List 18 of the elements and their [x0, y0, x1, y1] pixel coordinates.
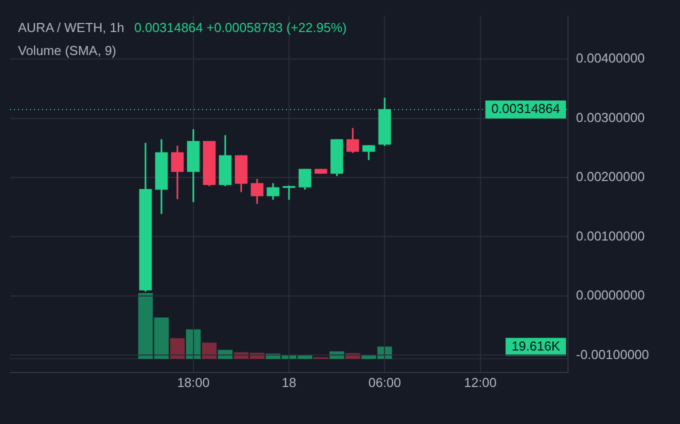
x-tick-label: 18	[282, 374, 296, 390]
candlestick	[282, 185, 296, 200]
y-tick-label: -0.00100000	[576, 346, 650, 362]
x-tick-label: 06:00	[368, 374, 401, 390]
y-tick-label: 0.00200000	[576, 169, 645, 184]
bar	[202, 342, 217, 359]
chart-title: Volume (SMA, 9)	[18, 43, 116, 58]
y-tick-label: 0.00100000	[576, 228, 645, 244]
ref-line-label: 0.00314864	[491, 101, 560, 116]
x-tick-label: 12:00	[464, 374, 497, 390]
y-tick-label: 0.00000000	[576, 288, 645, 303]
bar	[170, 338, 185, 359]
y-tick-label: 0.00300000	[576, 110, 645, 125]
x-tick-label: 18:00	[177, 374, 210, 390]
annotation: 19.616K	[512, 338, 560, 354]
annotation: 0.00314864 +0.00058783 (+22.95%)	[134, 20, 347, 35]
chart-title: AURA / WETH, 1h	[18, 20, 124, 35]
y-tick-label: 0.00400000	[576, 50, 645, 66]
